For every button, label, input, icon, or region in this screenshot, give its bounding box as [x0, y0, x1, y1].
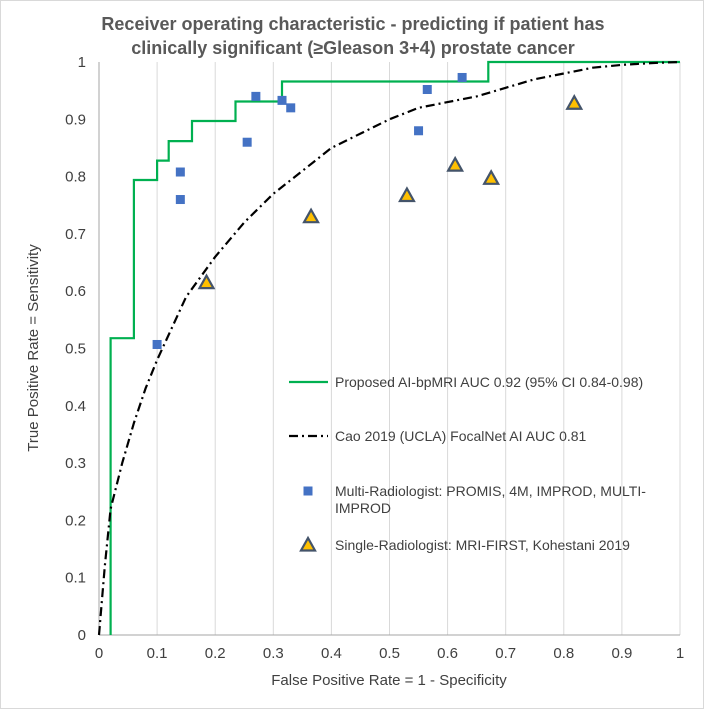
y-tick-label: 0.4: [65, 398, 86, 415]
single-radiologist-point: [398, 186, 416, 203]
legend: Proposed AI-bpMRI AUC 0.92 (95% CI 0.84-…: [289, 374, 646, 553]
y-tick-label: 0.1: [65, 570, 86, 587]
single-radiologist-point: [197, 273, 216, 290]
legend-label: Proposed AI-bpMRI AUC 0.92 (95% CI 0.84-…: [335, 374, 643, 390]
x-tick-label: 0.7: [495, 645, 516, 662]
grid-lines: [156, 62, 681, 635]
y-tick-label: 0.3: [65, 455, 86, 472]
series-line-cao-2019: [97, 60, 681, 636]
multi-radiologist-point: [277, 95, 287, 105]
multi-radiologist-point: [152, 339, 162, 349]
multi-radiologist-point: [175, 167, 185, 177]
single-radiologist-point: [482, 169, 501, 185]
y-tick-label: 0.2: [65, 512, 86, 529]
x-tick-label: 0.9: [611, 645, 632, 662]
x-tick-label: 0.2: [205, 645, 226, 662]
single-radiologist-point: [565, 94, 584, 110]
x-tick-label: 0.6: [437, 645, 458, 662]
legend-label: Multi-Radiologist: PROMIS, 4M, IMPROD, M…: [335, 483, 646, 499]
multi-radiologist-point: [242, 137, 252, 147]
y-tick-label: 0.5: [65, 341, 86, 358]
legend-label: Single-Radiologist: MRI-FIRST, Kohestani…: [335, 537, 630, 553]
x-tick-label: 0.3: [263, 645, 284, 662]
multi-radiologist-point: [251, 91, 261, 101]
x-tick-label: 0.4: [321, 645, 342, 662]
x-tick-label: 0.5: [379, 645, 400, 662]
y-axis-label: True Positive Rate = Sensitivity: [25, 244, 42, 452]
multi-radiologist-point: [422, 85, 432, 95]
legend-label: IMPROD: [335, 500, 391, 516]
chart-title-line-2: clinically significant (≥Gleason 3+4) pr…: [131, 38, 575, 58]
multi-radiologist-point: [286, 103, 296, 113]
y-tick-label: 0.9: [65, 111, 86, 128]
legend-key-multi-radiologist: [303, 486, 313, 496]
y-tick-label: 1: [78, 54, 86, 71]
x-tick-label: 0.1: [147, 645, 168, 662]
series-layer: [97, 60, 681, 636]
x-tick-label: 1: [676, 645, 684, 662]
multi-radiologist-point: [414, 126, 424, 136]
x-axis-label: False Positive Rate = 1 - Specificity: [271, 672, 507, 689]
y-tick-label: 0.6: [65, 283, 86, 300]
single-radiologist-point: [446, 155, 465, 172]
y-tick-label: 0: [78, 627, 86, 644]
multi-radiologist-point: [457, 72, 467, 82]
y-tick-label: 0.8: [65, 169, 86, 186]
x-tick-label: 0: [95, 645, 103, 662]
chart-title-line-1: Receiver operating characteristic - pred…: [101, 14, 604, 34]
y-tick-label: 0.7: [65, 226, 86, 243]
axes: 0 0.1 0.2 0.3 0.4 0.5 0.6 0.7 0.8 0.9 1 0 0.1 0.2 0.3 0…: [65, 54, 684, 662]
legend-key-single-radiologist: [299, 535, 317, 552]
legend-label: Cao 2019 (UCLA) FocalNet AI AUC 0.81: [335, 428, 587, 444]
x-tick-label: 0.8: [553, 645, 574, 662]
single-radiologist-point: [302, 207, 320, 224]
multi-radiologist-point: [175, 195, 185, 205]
series-line-proposed-ai: [109, 60, 680, 635]
